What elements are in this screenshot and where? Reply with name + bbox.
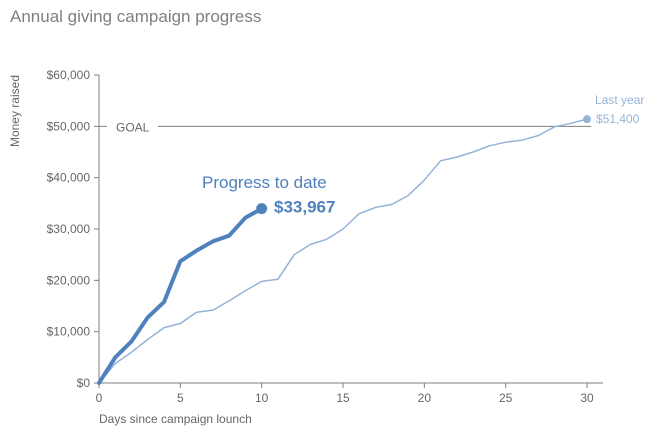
y-tick-label: $30,000	[47, 222, 91, 236]
x-tick-label: 0	[96, 391, 103, 405]
y-tick-label: $60,000	[47, 68, 91, 82]
series-end-point-current	[256, 203, 268, 215]
y-tick-label: $50,000	[47, 119, 91, 133]
y-tick-label: $10,000	[47, 325, 91, 339]
goal-label: GOAL	[116, 120, 150, 134]
series-end-label-last-year: $51,400	[596, 112, 640, 126]
series-end-label-current: $33,967	[274, 198, 335, 217]
x-tick-label: 30	[580, 391, 594, 405]
x-axis-title: Days since campaign lounch	[99, 412, 252, 426]
series-name-last-year: Last year	[595, 93, 644, 107]
y-tick-label: $0	[77, 376, 91, 390]
series-line-current	[97, 206, 264, 385]
chart-title: Annual giving campaign progress	[10, 7, 262, 26]
series-end-point-last-year	[583, 115, 591, 124]
y-tick-label: $20,000	[47, 273, 91, 287]
x-tick-label: 20	[418, 391, 432, 405]
series-name-current: Progress to date	[202, 173, 327, 192]
series-line-last-year	[98, 118, 588, 384]
y-axis-title: Money raised	[8, 75, 22, 147]
x-tick-label: 15	[336, 391, 350, 405]
x-tick-label: 10	[255, 391, 269, 405]
x-tick-label: 5	[177, 391, 184, 405]
x-tick-label: 25	[499, 391, 513, 405]
y-tick-label: $40,000	[47, 171, 91, 185]
